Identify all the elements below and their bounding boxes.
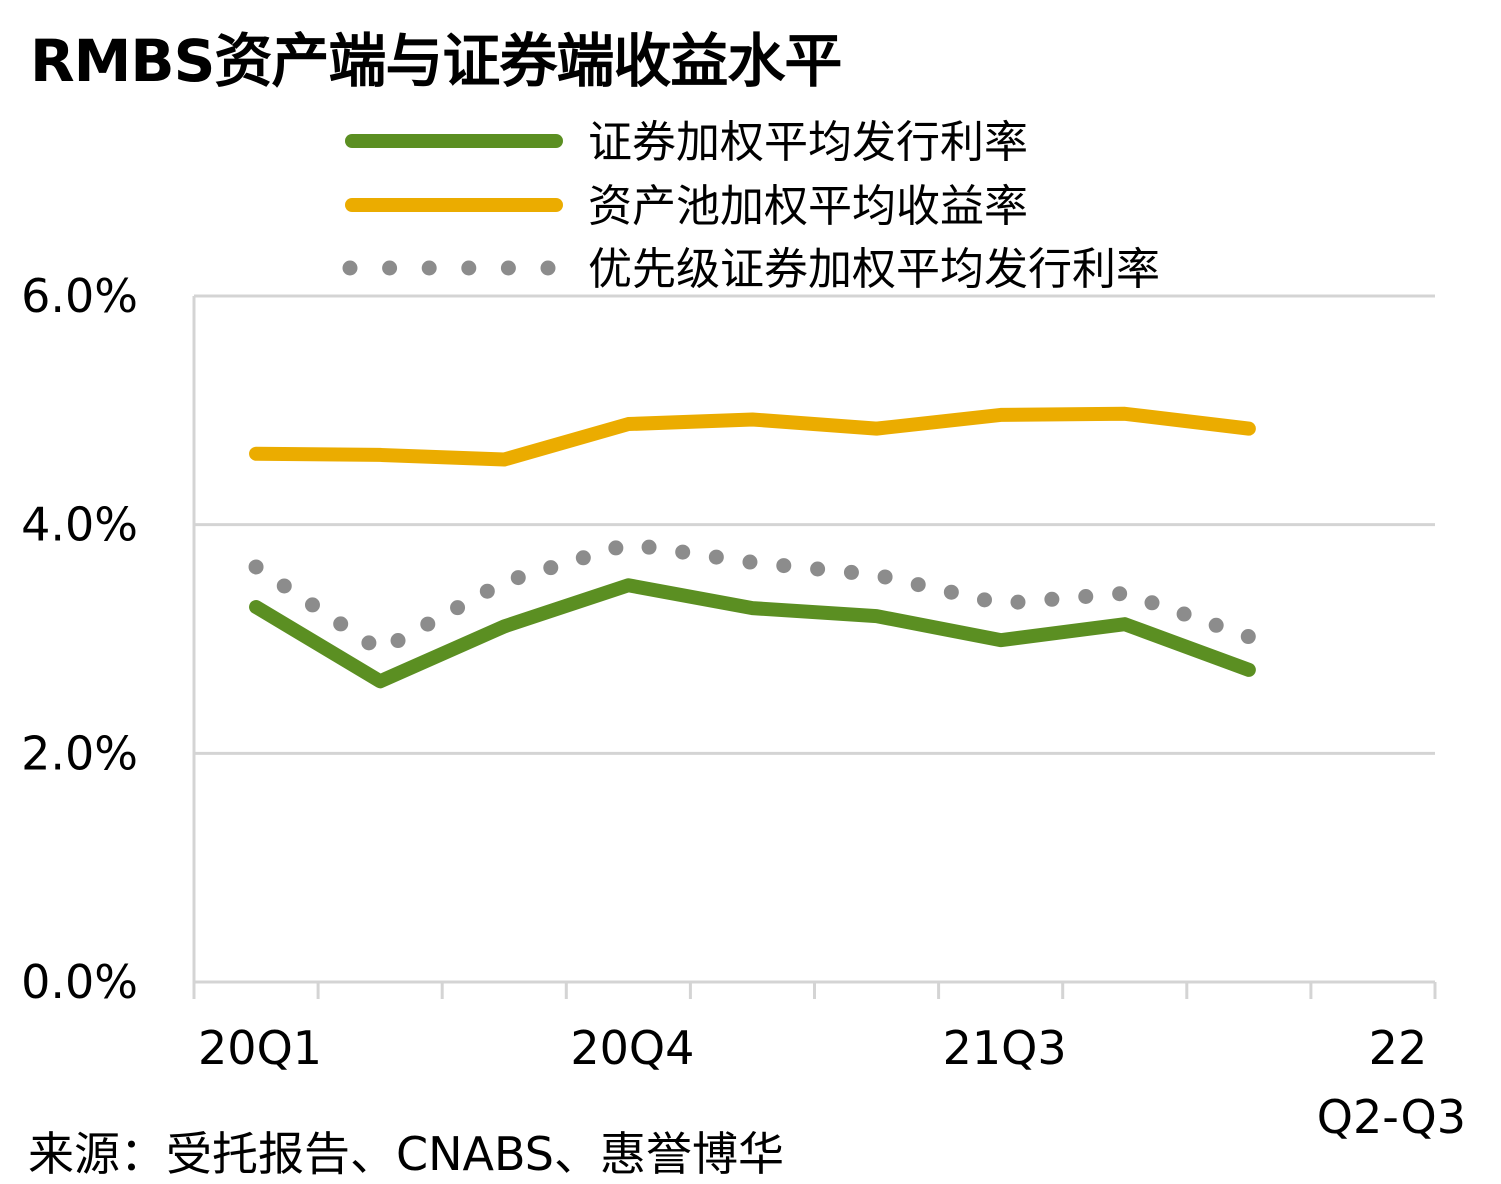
series-lines [248, 406, 1257, 689]
series-line-3 [248, 536, 1257, 658]
y-tick-label: 4.0% [21, 498, 138, 552]
source-note: 来源：受托报告、CNABS、惠誉博华 [28, 1127, 784, 1181]
x-tick-label: Q2-Q3 [1317, 1090, 1466, 1144]
legend-label-3: 优先级证券加权平均发行利率 [588, 244, 1160, 295]
x-tick-label: 20Q1 [198, 1021, 322, 1075]
gridlines [194, 294, 1435, 755]
x-tick-label: 22 [1369, 1021, 1428, 1075]
legend-label-2: 资产池加权平均收益率 [588, 181, 1028, 232]
x-tick-label: 21Q3 [943, 1021, 1067, 1075]
y-tick-label: 6.0% [21, 269, 138, 323]
y-tick-label: 2.0% [21, 726, 138, 780]
series-line-2 [249, 406, 1256, 467]
axes: 0.0% 2.0% 4.0% 6.0% 20Q1 20Q4 21Q3 22 Q2-Q3 [21, 269, 1466, 1144]
x-tick-label: 20Q4 [570, 1021, 694, 1075]
y-tick-label: 0.0% [21, 955, 138, 1009]
series-line-1 [249, 578, 1256, 689]
chart-title: RMBS资产端与证券端收益水平 [30, 27, 842, 95]
legend-label-1: 证券加权平均发行利率 [588, 117, 1028, 168]
